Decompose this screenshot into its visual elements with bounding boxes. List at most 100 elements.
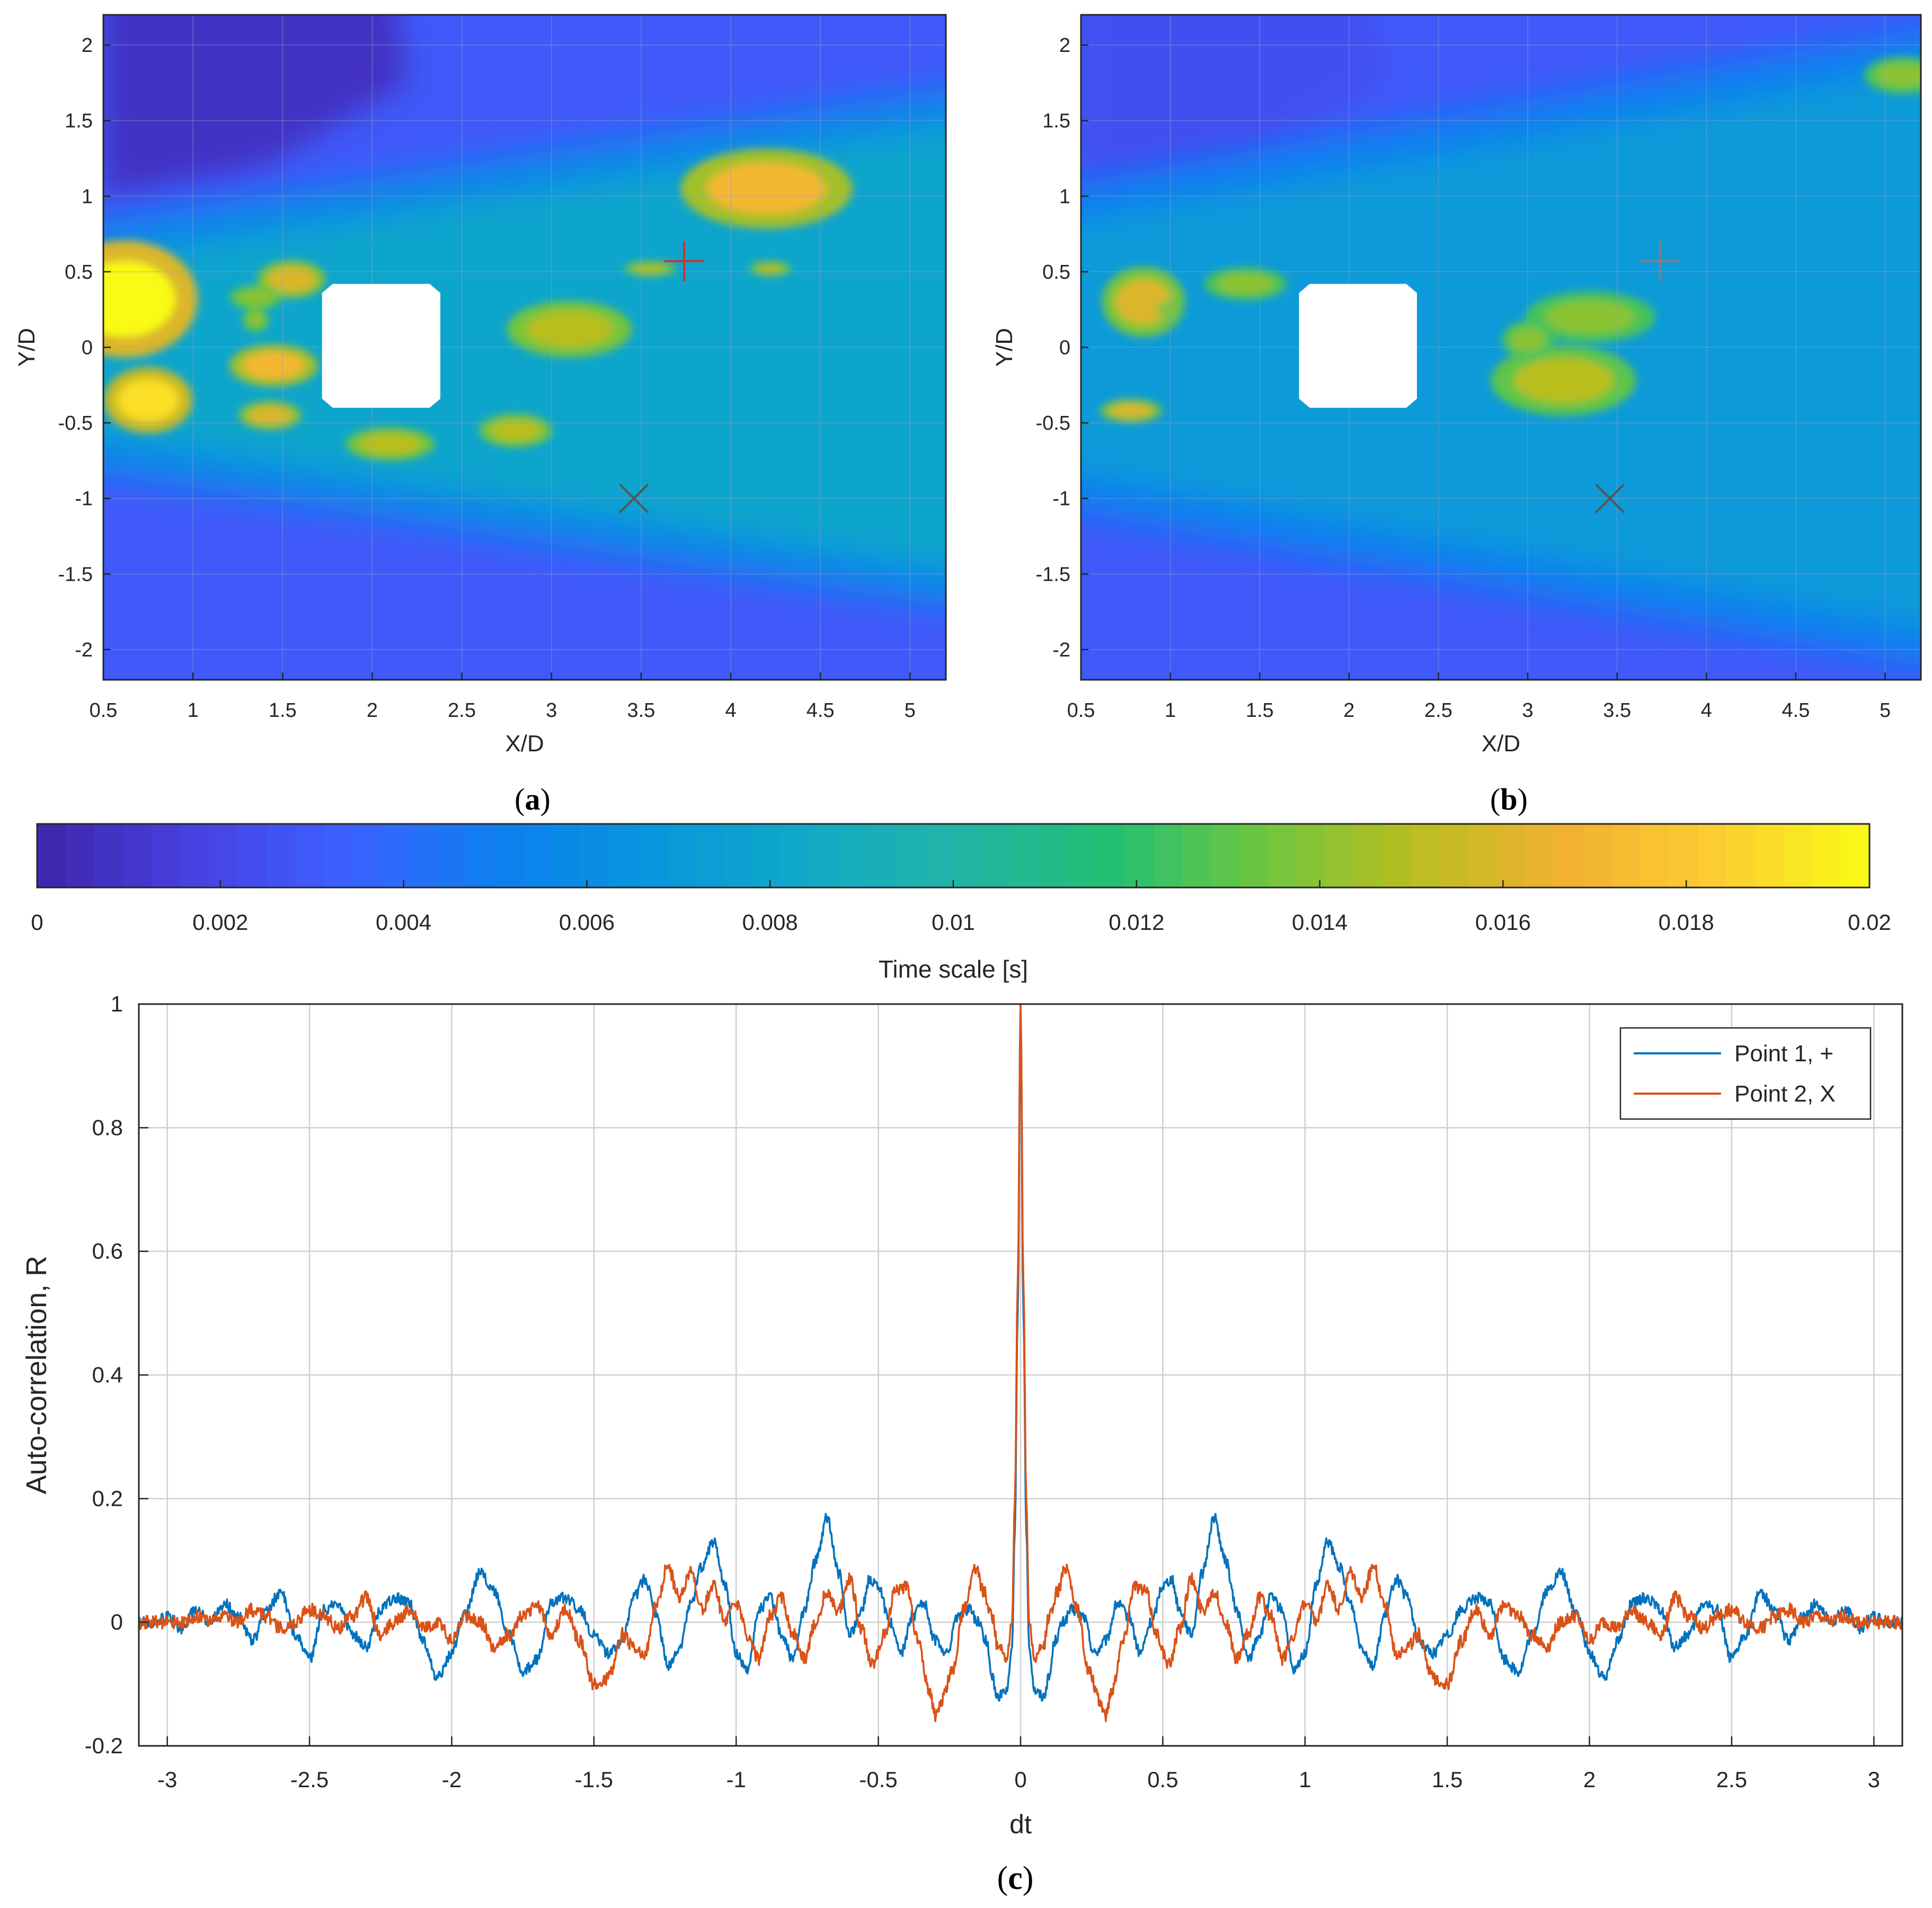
- panel-label-b-close: ): [1518, 782, 1528, 817]
- colorbar-tick-label-5: 0.01: [932, 910, 975, 935]
- heatmap-b-xtick-label-9: 5: [1880, 699, 1891, 722]
- heatmap-a-grid: [103, 15, 946, 680]
- panel-label-a-letter: a: [525, 782, 540, 817]
- panel-label-c-open: (: [997, 1860, 1008, 1896]
- colorbar-swatch-4: [152, 824, 181, 888]
- colorbar-swatch-27: [810, 824, 839, 888]
- heatmap-a-hotspot-0: [103, 261, 175, 337]
- colorbar-label: Time scale [s]: [879, 955, 1028, 983]
- colorbar-swatch-41: [1211, 824, 1240, 888]
- heatmap-a-ytick-label-2: 1: [82, 185, 93, 208]
- colorbar-swatch-39: [1154, 824, 1183, 888]
- colorbar-swatch-30: [896, 824, 925, 888]
- legend: Point 1, + Point 2, X: [1619, 1027, 1872, 1120]
- line-chart-xtick-label-11: 2.5: [1716, 1767, 1747, 1792]
- heatmap-a-xtick-label-3: 2: [367, 699, 378, 722]
- heatmap-a-hotspot-3: [237, 290, 274, 305]
- colorbar-tick-label-7: 0.014: [1292, 910, 1348, 935]
- panel-label-b: (b): [1490, 782, 1528, 817]
- heatmap-b-masked-square: [1299, 283, 1417, 408]
- heatmap-a-x-axis-label: X/D: [505, 731, 544, 757]
- colorbar-swatch-16: [495, 824, 525, 888]
- panel-label-b-open: (: [1490, 782, 1500, 817]
- heatmap-a-ytick-label-0: 2: [82, 34, 93, 57]
- colorbar-swatch-61: [1783, 824, 1813, 888]
- heatmap-a-x-ticks: 0.5 1 1.5 2 2.5 3 3.5 4 4.5 5: [90, 672, 916, 722]
- colorbar-swatch-33: [982, 824, 1011, 888]
- line-chart-xtick-label-4: -1: [726, 1767, 746, 1792]
- colorbar-swatch-63: [1840, 824, 1870, 888]
- heatmap-a-xtick-label-4: 2.5: [448, 699, 476, 722]
- line-chart-ytick-label-6: 1: [111, 991, 123, 1016]
- heatmap-b-ytick-label-3: 0.5: [1042, 261, 1070, 283]
- line-chart-xtick-label-3: -1.5: [575, 1767, 613, 1792]
- line-chart-xtick-label-8: 1: [1299, 1767, 1311, 1792]
- heatmap-b-markers: [1595, 241, 1680, 513]
- line-chart-xtick-label-6: 0: [1014, 1767, 1026, 1792]
- colorbar-swatch-46: [1354, 824, 1384, 888]
- line-chart-xtick-label-0: -3: [157, 1767, 177, 1792]
- line-chart-xtick-label-10: 2: [1583, 1767, 1596, 1792]
- colorbar-swatch-11: [352, 824, 382, 888]
- colorbar-swatch-28: [838, 824, 868, 888]
- colorbar-swatch-47: [1382, 824, 1412, 888]
- heatmap-b-ytick-label-5: -0.5: [1036, 412, 1070, 434]
- line-chart-xtick-label-2: -2: [442, 1767, 462, 1792]
- colorbar-swatch-25: [752, 824, 782, 888]
- colorbar-swatch-44: [1297, 824, 1326, 888]
- heatmap-b-xtick-label-1: 1: [1165, 699, 1176, 722]
- colorbar-swatch-5: [180, 824, 209, 888]
- colorbar-swatch-8: [266, 824, 296, 888]
- heatmap-a-hotspot-6: [246, 312, 265, 328]
- heatmap-panel-b: 0.5 1 1.5 2 2.5 3 3.5 4 4.5 5 2 1.5 1 0.5 0 -0.5 -1 -1.5…: [991, 14, 1922, 817]
- line-chart-ytick-label-4: 0.6: [92, 1239, 123, 1264]
- heatmap-b-hotspot-7: [1876, 63, 1921, 87]
- heatmap-b-xtick-label-3: 2: [1343, 699, 1354, 722]
- heatmap-b-ytick-label-6: -1: [1052, 488, 1070, 510]
- heatmap-a-hotspot-11: [632, 264, 668, 273]
- colorbar-swatch-14: [438, 824, 467, 888]
- heatmap-b-hotspot-2: [1217, 273, 1274, 295]
- heatmap-a-ytick-label-7: -1.5: [58, 563, 93, 585]
- line-chart-x-axis-label: dt: [1009, 1809, 1032, 1839]
- heatmap-a-xtick-label-1: 1: [188, 699, 199, 722]
- colorbar-gradient: [37, 824, 1870, 888]
- colorbar-swatch-36: [1068, 824, 1097, 888]
- colorbar-swatch-37: [1096, 824, 1125, 888]
- colorbar-swatch-18: [552, 824, 582, 888]
- heatmap-a-ytick-label-6: -1: [75, 488, 93, 510]
- heatmap-a-hotspot-7: [359, 433, 421, 455]
- heatmap-a-hotspot-8: [490, 420, 541, 441]
- heatmap-a-ytick-label-3: 0.5: [65, 261, 93, 283]
- line-chart-xtick-label-1: -2.5: [290, 1767, 329, 1792]
- colorbar-swatch-58: [1697, 824, 1727, 888]
- heatmap-b-x-ticks: 0.5 1 1.5 2 2.5 3 3.5 4 4.5 5: [1067, 672, 1891, 722]
- heatmap-b-wake: [1081, 29, 1921, 666]
- legend-label-point-1: Point 1, +: [1734, 1041, 1833, 1067]
- line-chart-xtick-label-5: -0.5: [859, 1767, 897, 1792]
- heatmap-a-hotspot-10: [707, 163, 826, 215]
- colorbar-swatch-43: [1268, 824, 1298, 888]
- heatmap-b-xtick-label-4: 2.5: [1424, 699, 1452, 722]
- heatmap-b-hotspot-3: [1161, 303, 1180, 316]
- heatmap-a-field: [103, 15, 946, 607]
- heatmap-b-hotspot-4: [1513, 358, 1614, 404]
- line-chart-panel-c: -3 -2.5 -2 -1.5 -1 -0.5 0 0.5 1 1.5 2 2.5 3 -0.2 0 0.2…: [21, 991, 1903, 1896]
- legend-box: [1619, 1027, 1872, 1120]
- colorbar-tick-label-8: 0.016: [1475, 910, 1531, 935]
- colorbar-tick-label-0: 0: [31, 910, 43, 935]
- heatmap-b-x-axis-label: X/D: [1482, 731, 1520, 757]
- colorbar-swatch-13: [409, 824, 439, 888]
- heatmap-b-xtick-label-7: 4: [1701, 699, 1712, 722]
- heatmap-b-ytick-label-0: 2: [1059, 34, 1070, 57]
- line-chart-series: [139, 1004, 1902, 1723]
- line-chart-ytick-label-0: -0.2: [85, 1733, 123, 1758]
- colorbar-tick-label-2: 0.004: [376, 910, 431, 935]
- series-line-point-1: [139, 1004, 1902, 1702]
- heatmap-a-xtick-label-7: 4: [725, 699, 736, 722]
- colorbar-swatch-7: [237, 824, 267, 888]
- line-chart-ytick-label-3: 0.4: [92, 1362, 123, 1387]
- colorbar-swatch-2: [94, 824, 123, 888]
- colorbar: 0 0.002 0.004 0.006 0.008 0.01 0.012 0.014 0.016…: [31, 823, 1891, 983]
